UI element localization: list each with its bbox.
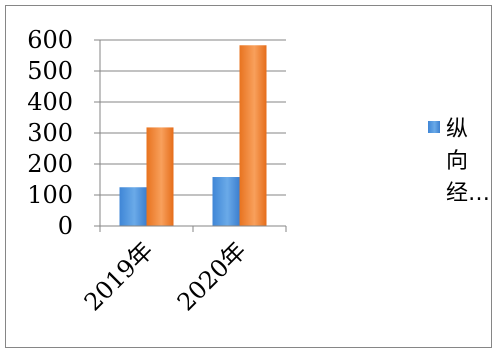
legend-label: 纵: [446, 117, 468, 142]
y-tick-label: 0: [58, 212, 73, 240]
y-tick-label: 200: [27, 150, 73, 178]
bar: [119, 187, 147, 226]
bars: [119, 45, 267, 226]
y-tick-label: 600: [27, 26, 73, 54]
legend-label: 经…: [446, 181, 490, 206]
legend: 纵 向 经…: [428, 117, 490, 206]
y-tick-labels: 0 100 200 300 400 500 600: [27, 26, 73, 240]
y-tick-label: 500: [27, 57, 73, 85]
bar: [212, 177, 240, 226]
legend-label: 向: [446, 149, 468, 174]
x-tick-labels: 2019年 2020年: [79, 236, 252, 316]
x-tick-label: 2019年: [79, 236, 159, 316]
x-tick-label: 2020年: [172, 236, 252, 316]
y-tick-label: 400: [27, 88, 73, 116]
axes: [94, 39, 287, 232]
legend-swatch: [428, 121, 440, 133]
bar: [146, 127, 174, 226]
bar: [239, 45, 267, 226]
y-tick-label: 300: [27, 119, 73, 147]
y-tick-label: 100: [27, 181, 73, 209]
